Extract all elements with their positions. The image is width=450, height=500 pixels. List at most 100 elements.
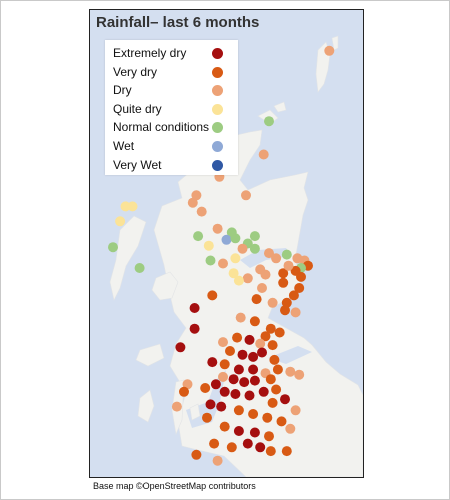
- station-marker-dry[interactable]: [212, 223, 223, 234]
- station-marker-dry[interactable]: [257, 283, 267, 293]
- station-marker-dry[interactable]: [324, 45, 335, 56]
- station-marker-very-dry[interactable]: [251, 294, 262, 305]
- station-marker-normal[interactable]: [281, 249, 292, 260]
- station-marker-quite-dry[interactable]: [115, 216, 126, 227]
- station-marker-normal[interactable]: [134, 263, 145, 273]
- station-marker-very-dry[interactable]: [281, 446, 292, 457]
- station-marker-very-dry[interactable]: [294, 283, 305, 293]
- station-marker-very-dry[interactable]: [219, 421, 230, 432]
- station-marker-quite-dry[interactable]: [233, 275, 244, 286]
- station-marker-very-dry[interactable]: [278, 268, 289, 279]
- station-marker-dry[interactable]: [294, 369, 305, 380]
- station-marker-very-dry[interactable]: [265, 446, 276, 457]
- station-marker-extremely-dry[interactable]: [233, 364, 244, 375]
- station-marker-dry[interactable]: [283, 260, 294, 271]
- station-marker-extremely-dry[interactable]: [255, 442, 266, 453]
- station-marker-quite-dry[interactable]: [203, 240, 214, 251]
- station-marker-extremely-dry[interactable]: [258, 386, 269, 397]
- station-marker-very-dry[interactable]: [288, 290, 299, 301]
- station-marker-very-dry[interactable]: [274, 327, 285, 338]
- station-marker-very-dry[interactable]: [200, 383, 211, 393]
- station-marker-wet[interactable]: [221, 234, 232, 245]
- station-marker-very-dry[interactable]: [207, 290, 218, 301]
- station-marker-dry[interactable]: [182, 379, 193, 390]
- station-marker-very-dry[interactable]: [271, 384, 282, 395]
- station-marker-extremely-dry[interactable]: [280, 394, 290, 405]
- station-marker-extremely-dry[interactable]: [248, 364, 259, 375]
- station-marker-dry[interactable]: [260, 269, 271, 280]
- station-marker-very-dry[interactable]: [265, 374, 276, 385]
- station-marker-extremely-dry[interactable]: [219, 386, 230, 397]
- station-marker-extremely-dry[interactable]: [248, 351, 259, 362]
- station-marker-dry[interactable]: [242, 273, 253, 284]
- station-marker-quite-dry[interactable]: [127, 201, 138, 212]
- station-marker-normal[interactable]: [193, 231, 204, 242]
- station-marker-quite-dry[interactable]: [120, 201, 131, 212]
- station-marker-normal[interactable]: [264, 116, 274, 127]
- station-marker-very-dry[interactable]: [232, 332, 243, 343]
- station-marker-dry[interactable]: [258, 149, 269, 160]
- station-marker-very-dry[interactable]: [260, 331, 271, 342]
- station-marker-dry[interactable]: [237, 243, 248, 254]
- station-marker-extremely-dry[interactable]: [242, 438, 253, 449]
- station-marker-very-dry[interactable]: [264, 431, 274, 442]
- station-marker-extremely-dry[interactable]: [249, 375, 260, 386]
- station-marker-dry[interactable]: [290, 307, 301, 318]
- station-marker-very-dry[interactable]: [225, 346, 235, 356]
- station-marker-very-dry[interactable]: [226, 442, 237, 453]
- station-marker-extremely-dry[interactable]: [239, 377, 250, 388]
- station-marker-very-dry[interactable]: [276, 416, 287, 427]
- station-marker-extremely-dry[interactable]: [210, 379, 221, 390]
- station-marker-dry[interactable]: [218, 258, 228, 269]
- map-panel[interactable]: Rainfall– last 6 months Extremely dry Ver…: [89, 9, 364, 478]
- station-marker-extremely-dry[interactable]: [249, 427, 260, 438]
- station-marker-extremely-dry[interactable]: [207, 357, 218, 368]
- station-marker-extremely-dry[interactable]: [216, 401, 227, 412]
- station-marker-dry[interactable]: [218, 337, 228, 348]
- station-marker-dry[interactable]: [271, 253, 282, 264]
- station-marker-very-dry[interactable]: [272, 364, 283, 375]
- station-marker-very-dry[interactable]: [267, 340, 278, 351]
- station-marker-very-dry[interactable]: [179, 386, 189, 397]
- station-marker-dry[interactable]: [264, 248, 274, 259]
- station-marker-dry[interactable]: [241, 190, 251, 201]
- station-marker-extremely-dry[interactable]: [189, 323, 200, 334]
- station-marker-extremely-dry[interactable]: [230, 389, 241, 399]
- station-marker-dry[interactable]: [218, 371, 228, 382]
- station-marker-extremely-dry[interactable]: [244, 390, 255, 401]
- station-marker-very-dry[interactable]: [219, 359, 230, 370]
- station-marker-dry[interactable]: [235, 312, 246, 323]
- station-marker-dry[interactable]: [267, 297, 278, 308]
- station-marker-dry[interactable]: [187, 197, 198, 208]
- station-marker-very-dry[interactable]: [191, 449, 202, 460]
- station-marker-extremely-dry[interactable]: [205, 399, 216, 410]
- station-marker-quite-dry[interactable]: [228, 268, 239, 279]
- station-marker-normal[interactable]: [249, 231, 260, 242]
- station-marker-normal[interactable]: [205, 255, 216, 266]
- station-marker-extremely-dry[interactable]: [228, 374, 239, 385]
- station-marker-dry[interactable]: [212, 455, 223, 466]
- station-marker-normal[interactable]: [230, 233, 241, 244]
- station-marker-very-dry[interactable]: [280, 305, 290, 316]
- station-marker-extremely-dry[interactable]: [233, 426, 244, 436]
- station-marker-very-dry[interactable]: [262, 412, 273, 423]
- station-marker-dry[interactable]: [196, 206, 207, 217]
- station-marker-normal[interactable]: [108, 242, 118, 253]
- station-marker-extremely-dry[interactable]: [257, 347, 267, 358]
- station-marker-dry[interactable]: [285, 366, 296, 377]
- station-marker-dry[interactable]: [171, 401, 182, 412]
- station-marker-dry[interactable]: [285, 423, 296, 434]
- station-marker-very-dry[interactable]: [249, 316, 260, 327]
- station-marker-very-dry[interactable]: [248, 409, 259, 419]
- station-marker-very-dry[interactable]: [269, 354, 280, 365]
- station-marker-extremely-dry[interactable]: [237, 349, 248, 360]
- station-marker-dry[interactable]: [255, 338, 266, 349]
- station-marker-very-dry[interactable]: [233, 405, 244, 416]
- station-marker-extremely-dry[interactable]: [175, 342, 186, 353]
- station-marker-dry[interactable]: [290, 405, 301, 416]
- station-marker-dry[interactable]: [191, 190, 202, 201]
- station-marker-extremely-dry[interactable]: [244, 334, 255, 345]
- station-marker-very-dry[interactable]: [202, 412, 212, 423]
- station-marker-quite-dry[interactable]: [230, 253, 241, 264]
- station-marker-very-dry[interactable]: [209, 438, 220, 449]
